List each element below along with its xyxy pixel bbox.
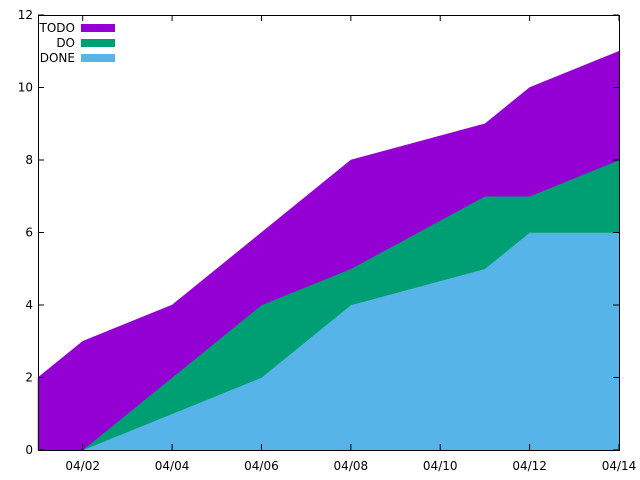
x-tick-label: 04/02 bbox=[65, 459, 100, 473]
x-axis: 04/02 04/04 04/06 04/08 04/10 04/12 04/14 bbox=[65, 15, 636, 473]
area-layers bbox=[37, 50, 620, 451]
y-tick-label: 4 bbox=[25, 298, 33, 312]
legend-swatch-todo bbox=[81, 24, 115, 32]
legend-label-todo: TODO bbox=[39, 21, 75, 35]
legend-label-done: DONE bbox=[40, 51, 75, 65]
x-tick-label: 04/04 bbox=[155, 459, 190, 473]
x-tick-label: 04/08 bbox=[334, 459, 369, 473]
y-tick-label: 12 bbox=[18, 8, 33, 22]
y-tick-label: 2 bbox=[25, 371, 33, 385]
y-tick-label: 10 bbox=[18, 81, 33, 95]
legend-swatch-do bbox=[81, 39, 115, 47]
y-axis: 0 2 4 6 8 10 12 bbox=[18, 8, 619, 457]
y-tick-label: 6 bbox=[25, 226, 33, 240]
y-tick-label: 8 bbox=[25, 153, 33, 167]
y-tick-label: 0 bbox=[25, 443, 33, 457]
x-tick-label: 04/10 bbox=[423, 459, 458, 473]
legend-swatch-done bbox=[81, 54, 115, 62]
x-tick-label: 04/14 bbox=[602, 459, 637, 473]
legend-label-do: DO bbox=[56, 36, 75, 50]
x-tick-label: 04/06 bbox=[244, 459, 279, 473]
x-tick-label: 04/12 bbox=[512, 459, 547, 473]
